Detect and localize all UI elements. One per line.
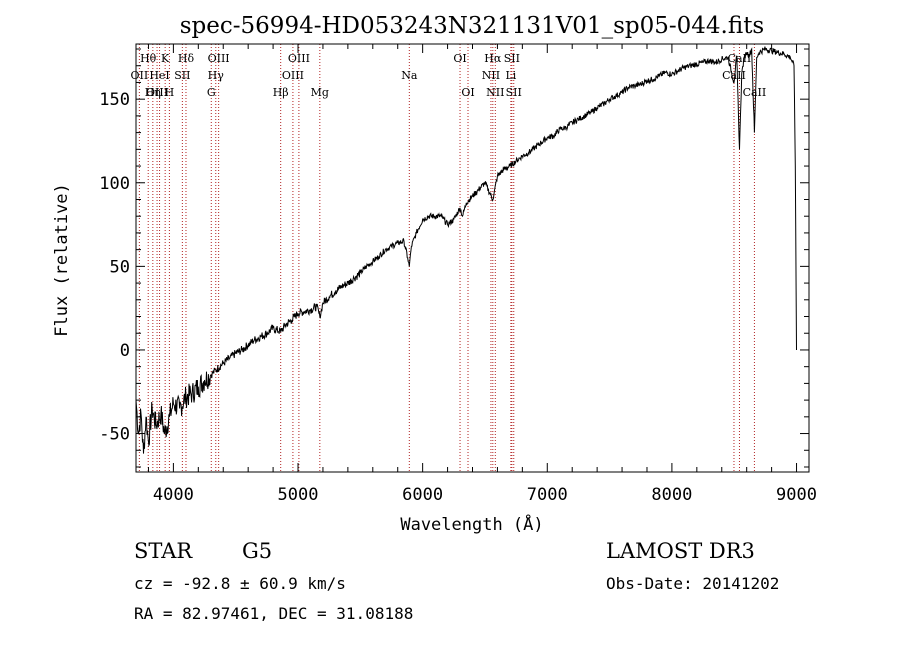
line-label: SII (174, 69, 190, 82)
line-label: CaII (722, 69, 746, 82)
line-label: HeI (149, 69, 169, 82)
x-tick-label: 4000 (153, 485, 194, 505)
line-label: Hβ (273, 86, 289, 99)
x-tick-label: 9000 (776, 485, 817, 505)
line-label: K (161, 52, 170, 65)
line-label: SII (504, 52, 520, 65)
line-label: CaII (743, 86, 767, 99)
x-tick-label: 6000 (402, 485, 443, 505)
line-label: NII (482, 69, 500, 82)
object-subclass: G5 (242, 539, 272, 563)
line-label: Hη (145, 86, 161, 99)
line-label: OI (461, 86, 474, 99)
line-label: G (207, 86, 216, 99)
line-label: Mg (311, 86, 329, 99)
y-tick-label: 150 (99, 90, 130, 110)
redshift-text: cz = -92.8 ± 60.9 km/s (134, 574, 346, 593)
coordinates-text: RA = 82.97461, DEC = 31.08188 (134, 604, 413, 623)
y-axis-label: Flux (relative) (52, 183, 72, 337)
line-label: Na (401, 69, 418, 82)
line-label: OII (131, 69, 149, 82)
line-label: Hθ (140, 52, 157, 65)
line-label: SII (506, 86, 522, 99)
line-label: OIII (288, 52, 310, 65)
chart-title: spec-56994-HD053243N321131V01_sp05-044.f… (180, 13, 765, 39)
x-axis-label: Wavelength (Å) (400, 513, 543, 535)
x-axis: 4000 5000 6000 7000 8000 9000 (147, 44, 817, 505)
line-label: Hγ (208, 69, 225, 82)
line-label: OIII (146, 86, 168, 99)
y-tick-label: 50 (110, 257, 130, 277)
x-tick-label: 8000 (651, 485, 692, 505)
y-axis: -50 0 50 100 150 (99, 48, 809, 468)
y-tick-label: 100 (99, 174, 130, 194)
x-tick-label: 5000 (278, 485, 319, 505)
y-tick-label: 0 (120, 341, 130, 361)
line-label: H (165, 86, 175, 99)
spectrum-line (135, 46, 797, 454)
obs-date-text: Obs-Date: 20141202 (606, 574, 779, 593)
line-label: OI (453, 52, 466, 65)
line-label: Li (505, 69, 516, 82)
line-label: Hα (484, 52, 502, 65)
line-label: OIII (282, 69, 304, 82)
survey-name: LAMOST DR3 (606, 539, 755, 563)
object-class: STAR (134, 539, 193, 563)
x-tick-label: 7000 (527, 485, 568, 505)
spectral-line-markers (138, 44, 755, 472)
line-label: Hδ (178, 52, 195, 65)
line-label: OIII (208, 52, 230, 65)
line-label: NII (486, 86, 504, 99)
plot-frame (135, 43, 810, 473)
y-tick-label: -50 (99, 425, 130, 445)
